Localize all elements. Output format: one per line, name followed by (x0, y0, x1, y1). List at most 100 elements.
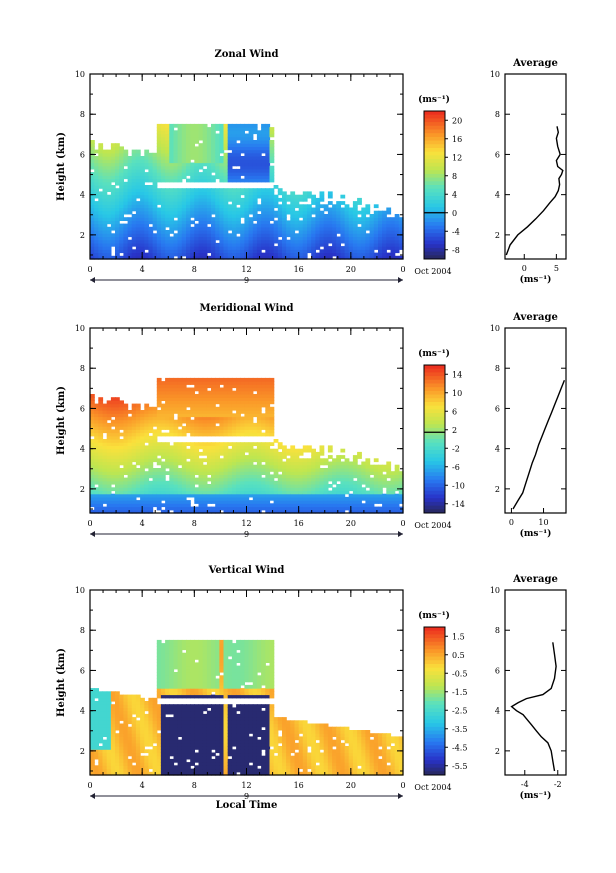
heatmap-cell (236, 448, 241, 453)
heatmap-cell (119, 146, 124, 151)
heatmap-cell (194, 249, 200, 254)
heatmap-cell (177, 214, 183, 218)
heatmap-cell (206, 451, 212, 456)
heatmap-cell (198, 490, 204, 495)
heatmap-cell (323, 236, 329, 241)
heatmap-cell (215, 159, 220, 164)
heatmap-cell (369, 246, 375, 250)
heatmap-cell (115, 490, 120, 495)
heatmap-cell (206, 168, 212, 173)
heatmap-cell (165, 133, 170, 138)
heatmap-cell (202, 127, 208, 131)
heatmap-cell (119, 149, 124, 154)
heatmap-cell (215, 197, 220, 202)
heatmap-cell (102, 207, 108, 212)
heatmap-cell (277, 468, 283, 472)
heatmap-cell (273, 509, 279, 514)
heatmap-cell (98, 178, 104, 183)
heatmap-cell (140, 159, 145, 164)
heatmap-cell (206, 500, 212, 504)
heatmap-cell (140, 233, 145, 238)
colorbar-segment (424, 376, 445, 381)
heatmap-cell (123, 694, 129, 699)
heatmap-cell (219, 394, 225, 398)
heatmap-cell (177, 165, 183, 170)
heatmap-cell (169, 458, 175, 463)
heatmap-cell (123, 188, 129, 192)
heatmap-cell (169, 172, 175, 176)
heatmap-cell (177, 252, 183, 257)
heatmap-cell (307, 509, 312, 514)
heatmap-cell (315, 201, 321, 205)
heatmap-cell (131, 165, 137, 170)
heatmap-cell (398, 500, 404, 504)
heatmap-cell (160, 207, 166, 212)
heatmap-cell (315, 197, 321, 202)
heatmap-cell (119, 474, 124, 479)
heatmap-cell (194, 422, 200, 427)
colorbar-segment (424, 409, 445, 414)
x-tick-label: 16 (294, 519, 304, 528)
heatmap-cell (152, 503, 158, 508)
heatmap-cell (265, 249, 271, 254)
heatmap-cell (144, 220, 150, 225)
heatmap-cell (369, 490, 375, 495)
heatmap-cell (357, 477, 362, 482)
heatmap-cell (127, 159, 133, 164)
colorbar-segment (424, 379, 445, 384)
heatmap-cell (177, 123, 183, 128)
heatmap-cell (160, 468, 166, 472)
heatmap-cell (186, 503, 191, 508)
heatmap-cell (236, 246, 241, 250)
heatmap-cell (336, 214, 341, 218)
heatmap-cell (240, 159, 245, 164)
heatmap-cell (265, 207, 271, 212)
colorbar-segment (424, 490, 445, 495)
heatmap-cell (398, 493, 404, 498)
heatmap-cell (231, 255, 237, 260)
heatmap-cell (231, 448, 237, 453)
heatmap-cell (186, 223, 191, 228)
heatmap-cell (148, 413, 154, 418)
heatmap-cell (223, 204, 229, 209)
heatmap-cell (323, 471, 329, 475)
heatmap-cell (160, 130, 166, 135)
heatmap-cell (140, 710, 145, 715)
heatmap-cell (286, 487, 291, 492)
heatmap-cell (156, 752, 162, 757)
heatmap-cell (131, 217, 137, 221)
colorbar-segment (424, 111, 445, 116)
heatmap-cell (332, 490, 337, 495)
heatmap-cell (302, 214, 308, 218)
heatmap-cell (140, 239, 145, 244)
heatmap-cell (152, 697, 158, 702)
heatmap-cell (102, 474, 108, 479)
heatmap-cell (177, 210, 183, 215)
heatmap-cell (152, 159, 158, 164)
heatmap-cell (181, 226, 187, 231)
heatmap-cell (186, 140, 191, 144)
x-tick-label: 12 (241, 519, 251, 528)
heatmap-cell (123, 185, 129, 189)
heatmap-cell (98, 217, 104, 221)
heatmap-cell (160, 220, 166, 225)
heatmap-cell (152, 246, 158, 250)
heatmap-cell (152, 726, 158, 731)
heatmap-cell (140, 230, 145, 234)
heatmap-cell (357, 217, 362, 221)
heatmap-cell (211, 152, 216, 157)
heatmap-cell (165, 413, 170, 418)
heatmap-cell (123, 419, 129, 424)
heatmap-cell (311, 246, 316, 250)
heatmap-cell (106, 771, 112, 776)
heatmap-cell (273, 239, 279, 244)
heatmap-cell (169, 133, 175, 138)
heatmap-cell (106, 230, 112, 234)
heatmap-cell (98, 435, 104, 440)
heatmap-cell (307, 445, 312, 450)
heatmap-cell (240, 249, 245, 254)
heatmap-cell (252, 188, 258, 192)
heatmap-cell (106, 214, 112, 218)
heatmap-cell (248, 506, 254, 511)
heatmap-cell (315, 477, 321, 482)
